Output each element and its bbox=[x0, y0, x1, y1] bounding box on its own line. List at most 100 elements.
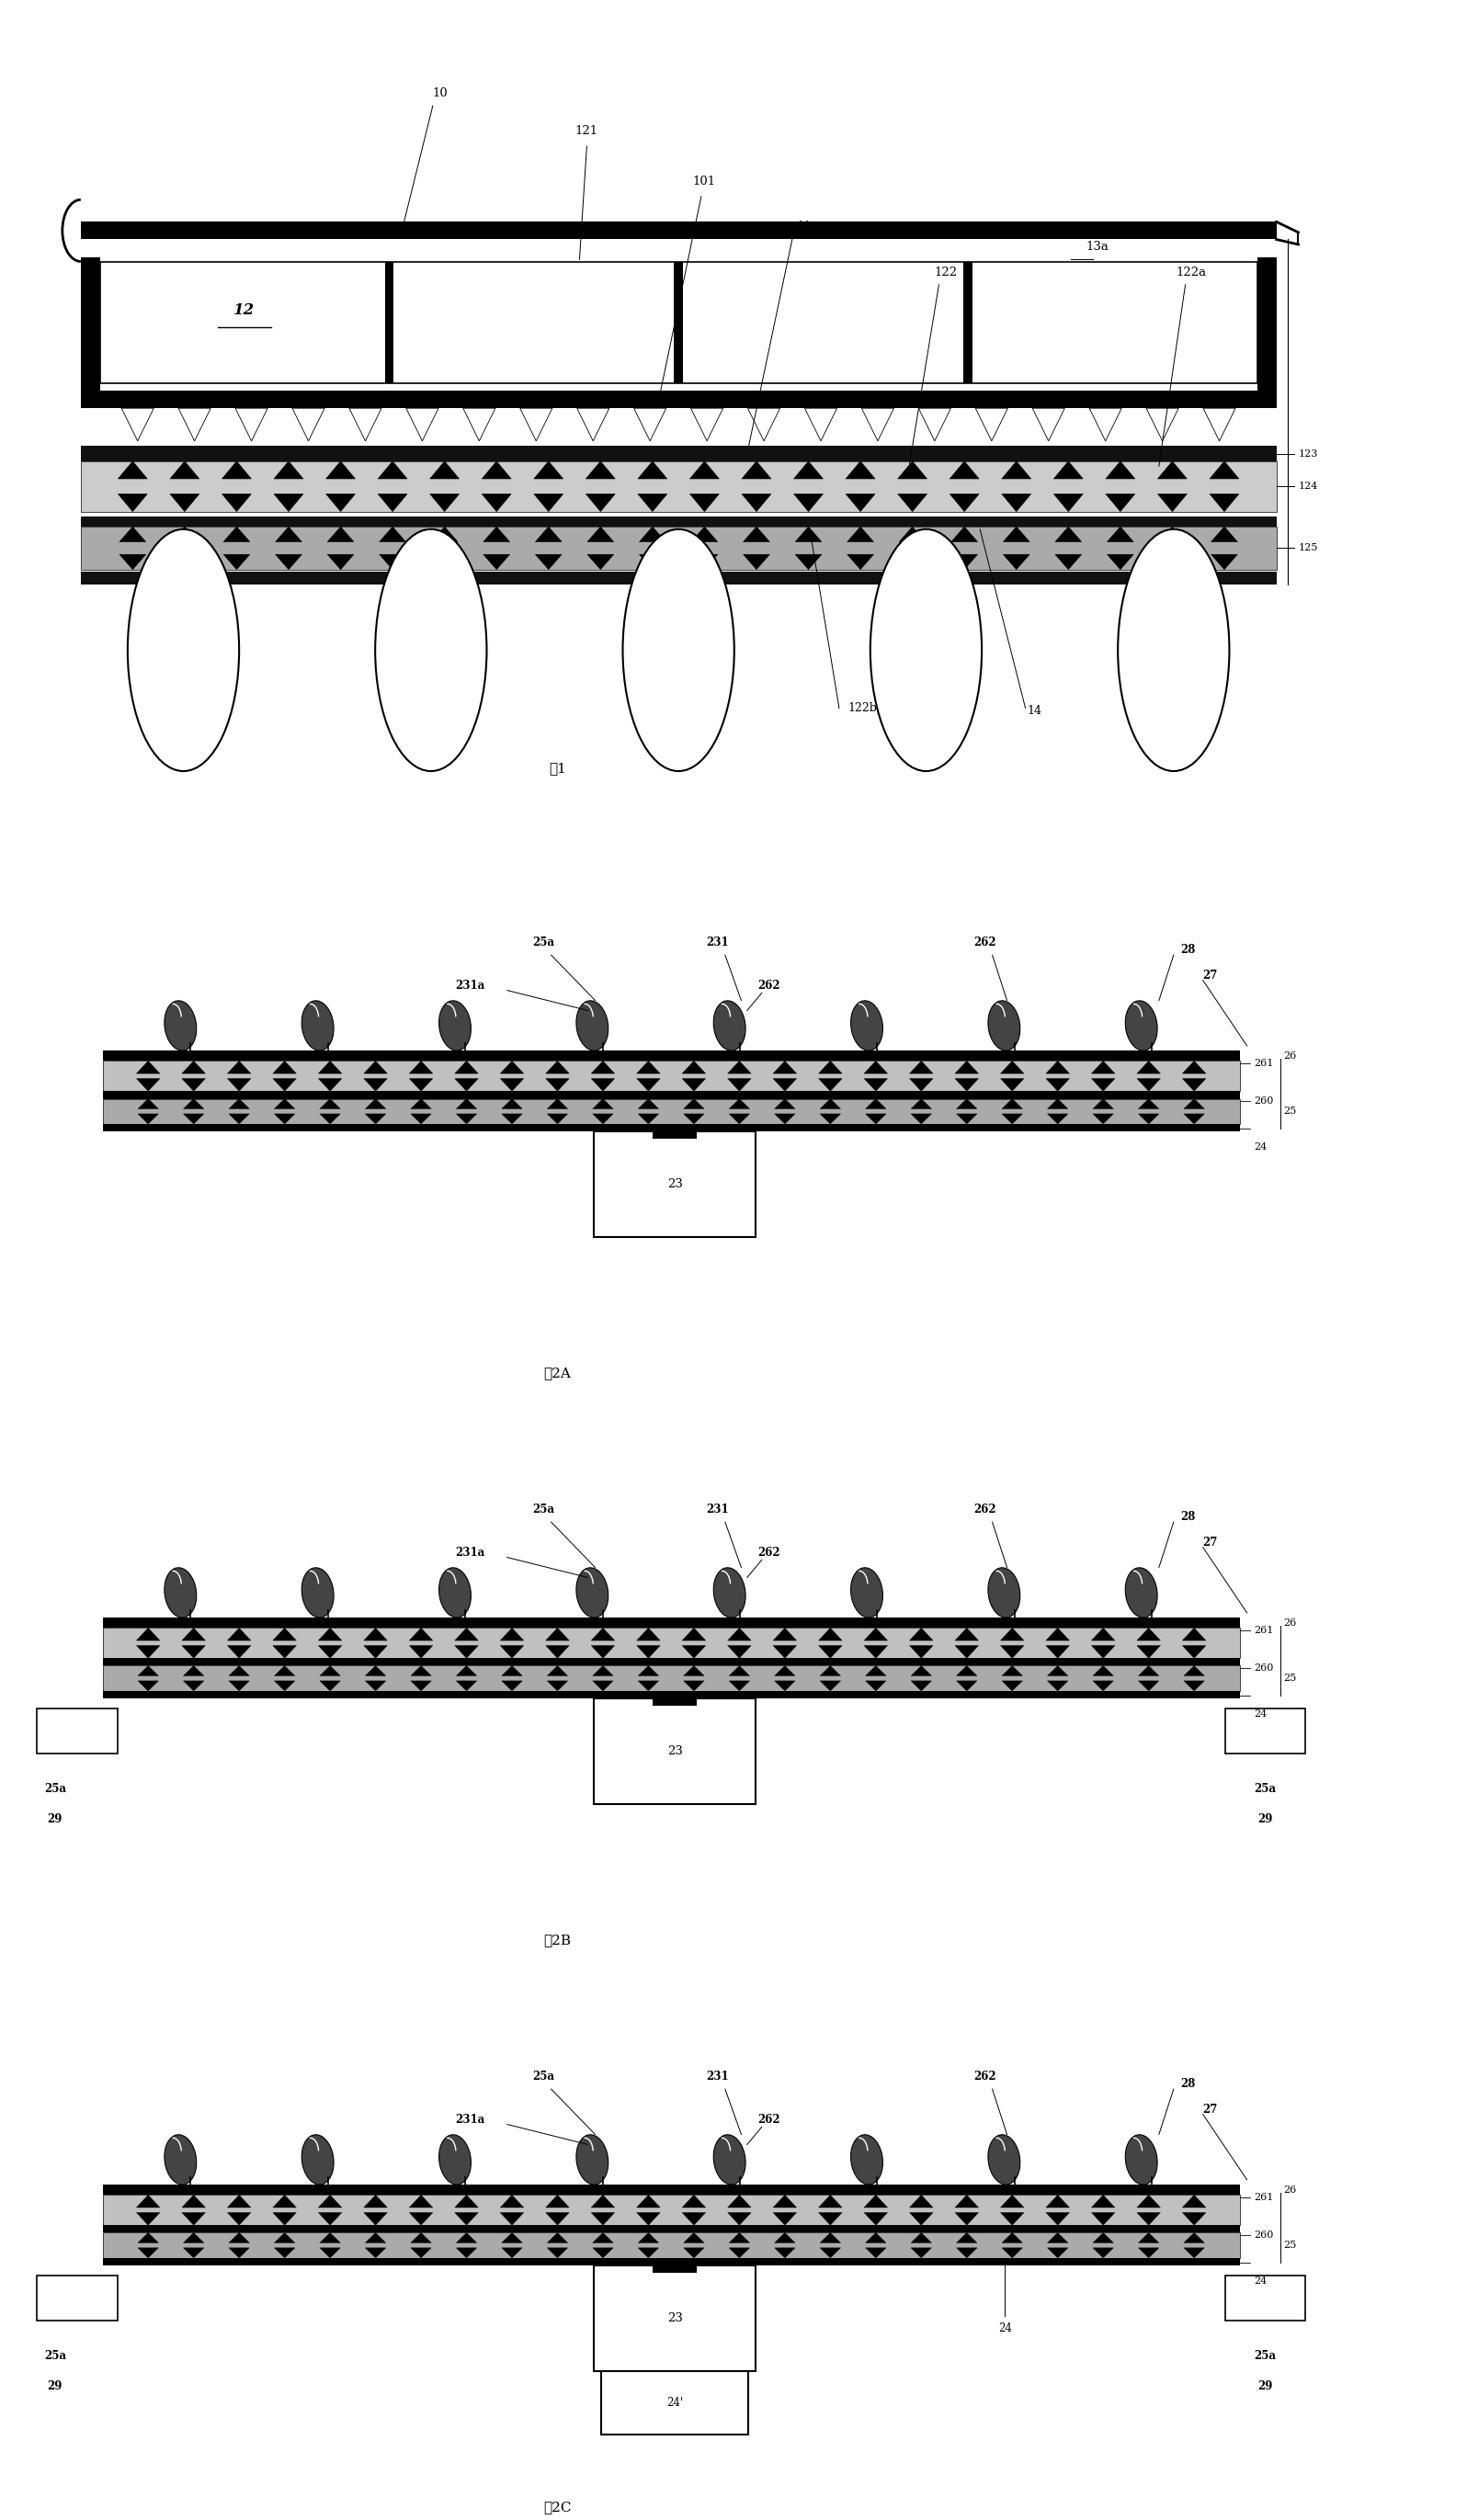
Polygon shape bbox=[276, 527, 302, 542]
Polygon shape bbox=[1055, 554, 1081, 570]
Polygon shape bbox=[729, 1666, 750, 1676]
Polygon shape bbox=[365, 1114, 386, 1124]
Polygon shape bbox=[430, 494, 459, 512]
Text: 25: 25 bbox=[1284, 2240, 1297, 2250]
Polygon shape bbox=[138, 1666, 158, 1676]
Text: 261: 261 bbox=[1254, 1625, 1273, 1635]
Polygon shape bbox=[591, 1646, 615, 1658]
Polygon shape bbox=[1212, 527, 1238, 542]
Bar bbox=[100, 262, 1257, 383]
Text: 231: 231 bbox=[707, 1504, 729, 1515]
Text: 231a: 231a bbox=[456, 2114, 486, 2124]
Bar bbox=[103, 1618, 1240, 1628]
Text: 24: 24 bbox=[1254, 1142, 1267, 1152]
Polygon shape bbox=[455, 2195, 478, 2208]
Polygon shape bbox=[773, 1061, 797, 1074]
Polygon shape bbox=[182, 1079, 205, 1091]
Text: 24: 24 bbox=[1254, 2276, 1267, 2286]
Polygon shape bbox=[411, 1114, 431, 1124]
Polygon shape bbox=[728, 1079, 751, 1091]
Polygon shape bbox=[1047, 1099, 1068, 1109]
Polygon shape bbox=[274, 494, 304, 512]
Polygon shape bbox=[637, 1061, 660, 1074]
Polygon shape bbox=[955, 1061, 978, 1074]
Text: 25a: 25a bbox=[533, 2071, 555, 2082]
Polygon shape bbox=[1000, 1646, 1024, 1658]
Polygon shape bbox=[640, 527, 666, 542]
Polygon shape bbox=[591, 2213, 615, 2225]
Text: 122a: 122a bbox=[1177, 267, 1206, 277]
Polygon shape bbox=[378, 461, 408, 479]
Polygon shape bbox=[1157, 461, 1187, 479]
Polygon shape bbox=[729, 1681, 750, 1691]
Text: 27: 27 bbox=[1203, 2104, 1218, 2114]
Polygon shape bbox=[411, 1099, 431, 1109]
Polygon shape bbox=[682, 1061, 706, 1074]
Text: 29: 29 bbox=[47, 2381, 63, 2391]
Polygon shape bbox=[136, 2195, 160, 2208]
Polygon shape bbox=[682, 1628, 706, 1641]
Polygon shape bbox=[638, 1114, 659, 1124]
Polygon shape bbox=[775, 1114, 795, 1124]
Polygon shape bbox=[1093, 1666, 1113, 1676]
Bar bbox=[103, 1099, 1240, 1124]
Polygon shape bbox=[547, 1099, 568, 1109]
Polygon shape bbox=[455, 1061, 478, 1074]
Polygon shape bbox=[910, 1646, 933, 1658]
Polygon shape bbox=[728, 2213, 751, 2225]
Polygon shape bbox=[1003, 527, 1030, 542]
Ellipse shape bbox=[1118, 529, 1229, 771]
Polygon shape bbox=[587, 554, 613, 570]
Bar bbox=[81, 446, 1276, 461]
Polygon shape bbox=[1138, 2248, 1159, 2258]
Polygon shape bbox=[691, 527, 717, 542]
Polygon shape bbox=[229, 1666, 249, 1676]
Polygon shape bbox=[502, 2248, 522, 2258]
Text: 26: 26 bbox=[1284, 1051, 1297, 1061]
Polygon shape bbox=[949, 494, 978, 512]
Polygon shape bbox=[1002, 2233, 1022, 2243]
Polygon shape bbox=[547, 2248, 568, 2258]
Polygon shape bbox=[1138, 1666, 1159, 1676]
Polygon shape bbox=[274, 2233, 295, 2243]
Polygon shape bbox=[1002, 1114, 1022, 1124]
Polygon shape bbox=[136, 2213, 160, 2225]
Polygon shape bbox=[365, 1681, 386, 1691]
Polygon shape bbox=[1055, 527, 1081, 542]
Polygon shape bbox=[364, 2195, 387, 2208]
Polygon shape bbox=[502, 2233, 522, 2243]
Polygon shape bbox=[318, 2195, 342, 2208]
Polygon shape bbox=[593, 1666, 613, 1676]
Polygon shape bbox=[1184, 1099, 1204, 1109]
Polygon shape bbox=[364, 1646, 387, 1658]
Polygon shape bbox=[820, 1666, 841, 1676]
Polygon shape bbox=[1106, 494, 1135, 512]
Polygon shape bbox=[640, 554, 666, 570]
Bar bbox=[103, 1691, 1240, 1698]
Polygon shape bbox=[846, 494, 876, 512]
Polygon shape bbox=[1146, 408, 1178, 441]
Polygon shape bbox=[1047, 2248, 1068, 2258]
Ellipse shape bbox=[987, 1567, 1020, 1618]
Polygon shape bbox=[956, 1099, 977, 1109]
Text: 260: 260 bbox=[1254, 2230, 1273, 2240]
Polygon shape bbox=[866, 1666, 886, 1676]
Polygon shape bbox=[227, 1628, 251, 1641]
Text: 11: 11 bbox=[797, 222, 811, 232]
Polygon shape bbox=[861, 408, 893, 441]
Text: 261: 261 bbox=[1254, 2192, 1273, 2202]
Polygon shape bbox=[949, 461, 978, 479]
Ellipse shape bbox=[713, 1567, 745, 1618]
Polygon shape bbox=[227, 2213, 251, 2225]
Polygon shape bbox=[794, 494, 823, 512]
Polygon shape bbox=[910, 2195, 933, 2208]
Polygon shape bbox=[729, 2248, 750, 2258]
Bar bbox=[594, 2265, 756, 2371]
Polygon shape bbox=[327, 554, 354, 570]
Polygon shape bbox=[1210, 461, 1240, 479]
Polygon shape bbox=[637, 1079, 660, 1091]
Polygon shape bbox=[729, 1114, 750, 1124]
Polygon shape bbox=[775, 1681, 795, 1691]
Polygon shape bbox=[910, 2213, 933, 2225]
Polygon shape bbox=[773, 1079, 797, 1091]
